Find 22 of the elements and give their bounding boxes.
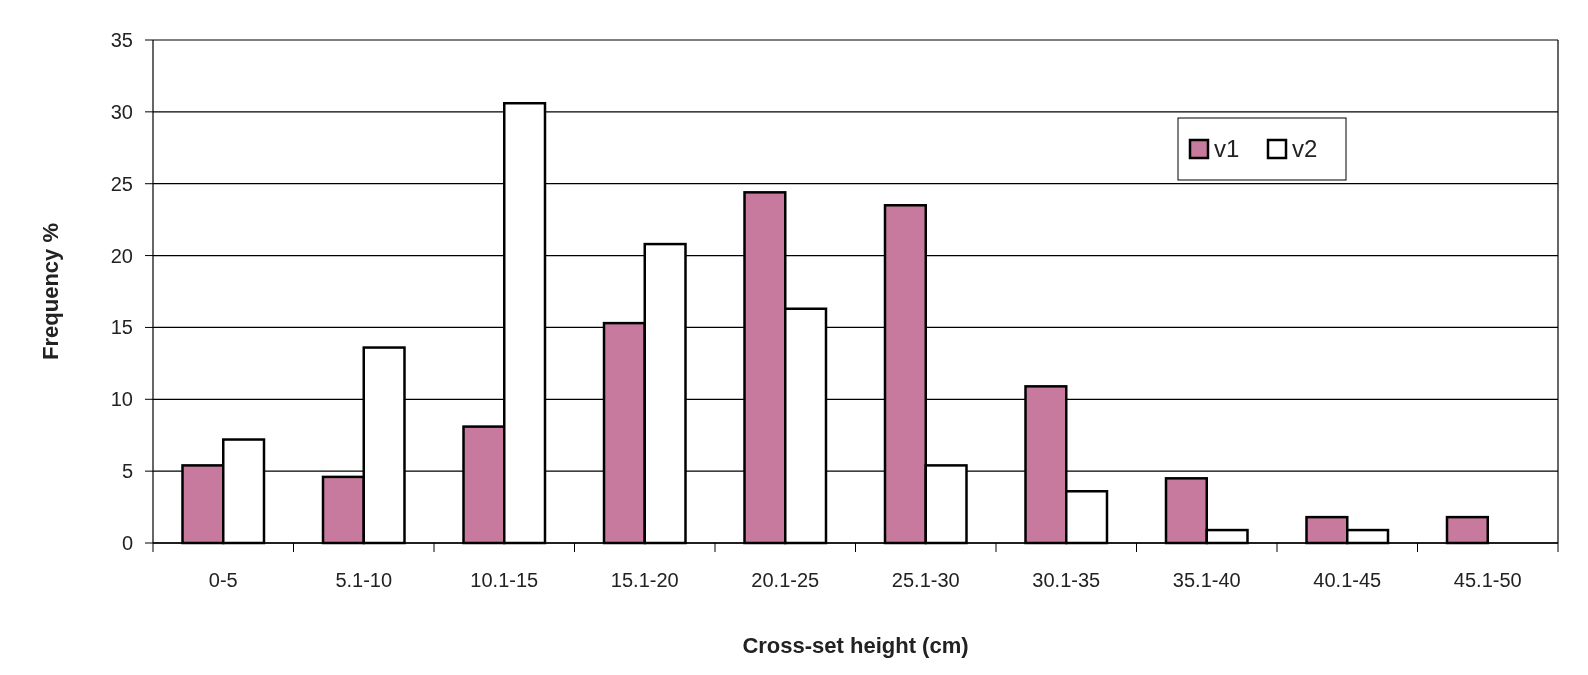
- x-tick-label: 30.1-35: [1032, 569, 1101, 591]
- y-tick-label: 35: [110, 29, 133, 51]
- y-tick-label: 25: [110, 172, 133, 195]
- x-tick-label: 10.1-15: [470, 569, 539, 591]
- y-tick-label: 15: [110, 316, 133, 339]
- x-tick-label: 20.1-25: [751, 569, 820, 591]
- legend-label: v1: [1214, 135, 1240, 163]
- legend-label: v2: [1292, 135, 1318, 163]
- x-tick-label: 5.1-10: [335, 569, 393, 591]
- x-tick-label: 45.1-50: [1453, 569, 1522, 591]
- y-tick-label: 0: [121, 532, 133, 554]
- y-tick-label: 30: [110, 100, 133, 123]
- y-axis-title: Frequency %: [38, 223, 63, 360]
- y-tick-label: 20: [110, 244, 133, 267]
- x-tick-label: 35.1-40: [1172, 569, 1241, 591]
- x-axis-title: Cross-set height (cm): [742, 633, 969, 658]
- y-tick-label: 10: [110, 388, 133, 411]
- y-tick-label: 5: [121, 460, 133, 483]
- x-tick-label: 15.1-20: [610, 569, 679, 591]
- x-tick-label: 40.1-45: [1313, 569, 1382, 591]
- x-tick-label: 25.1-30: [891, 569, 960, 591]
- x-tick-label: 0-5: [208, 569, 238, 591]
